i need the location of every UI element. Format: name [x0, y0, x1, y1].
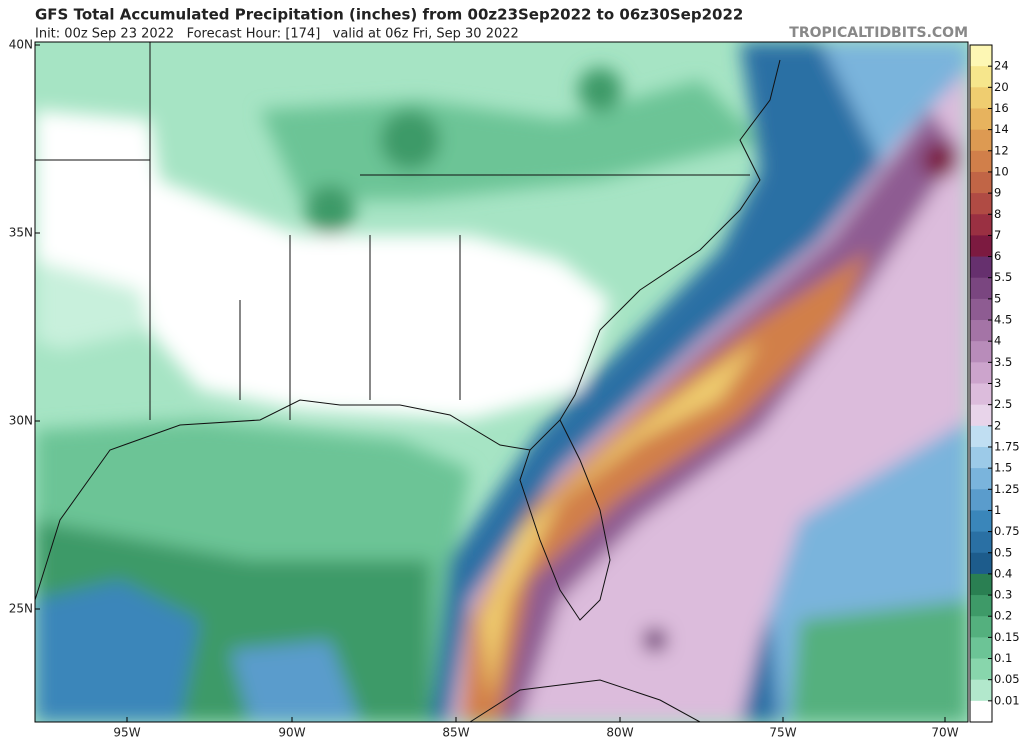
colorbar-label: 20 [994, 80, 1009, 94]
colorbar-label: 0.01 [994, 693, 1020, 707]
colorbar-label: 5 [994, 291, 1001, 305]
title: GFS Total Accumulated Precipitation (inc… [35, 6, 743, 24]
lon-label: 80W [606, 726, 633, 740]
colorbar-label: 0.1 [994, 651, 1012, 665]
colorbar-label: 0.05 [994, 672, 1020, 686]
colorbar-swatch [970, 552, 992, 575]
colorbar-swatch [970, 256, 992, 279]
colorbar-label: 8 [994, 207, 1001, 221]
colorbar-swatch [970, 425, 992, 448]
colorbar-label: 2.5 [994, 397, 1012, 411]
colorbar-swatch [970, 679, 992, 702]
coastlines [35, 42, 781, 722]
subtitle: Init: 00z Sep 23 2022 Forecast Hour: [17… [35, 27, 519, 42]
lon-label: 95W [113, 726, 140, 740]
colorbar-label: 1 [994, 503, 1001, 517]
colorbar-label: 1.25 [994, 482, 1020, 496]
colorbar-label: 12 [994, 143, 1009, 157]
colorbar-label: 0.4 [994, 566, 1012, 580]
watermark: TROPICALTIDBITS.COM [789, 25, 968, 41]
lon-label: 90W [278, 726, 305, 740]
colorbar-swatch [970, 362, 992, 384]
colorbar-label: 0.2 [994, 609, 1012, 623]
colorbar-label: 4 [994, 334, 1001, 348]
colorbar-swatch [970, 214, 992, 236]
colorbar-swatch [970, 658, 992, 681]
colorbar-label: 16 [994, 101, 1009, 115]
colorbar-swatch [970, 87, 992, 109]
colorbar-label: 4.5 [994, 313, 1012, 327]
lat-label: 30N [9, 414, 33, 428]
colorbar-swatch [970, 383, 992, 406]
lat-label: 35N [9, 226, 33, 240]
colorbar-swatch [970, 129, 992, 152]
colorbar-swatch [970, 573, 992, 596]
colorbar-swatch [970, 320, 992, 342]
colorbar-swatch [970, 66, 992, 88]
colorbar-label: 2 [994, 418, 1001, 432]
map [35, 42, 968, 722]
colorbar-swatch [970, 235, 992, 258]
colorbar-swatch [970, 404, 992, 427]
precip-field [35, 42, 968, 722]
colorbar: 24 20 16 14 12 10 9 8 7 6 5.5 5 4.5 4 3.5 3 2.5 2 1.75 1.5 1… [969, 44, 1020, 723]
colorbar-swatch [970, 510, 992, 533]
colorbar-label: 14 [994, 122, 1009, 136]
lat-label: 25N [9, 602, 33, 616]
colorbar-label: 1.75 [994, 439, 1020, 453]
lat-label: 40N [9, 38, 33, 52]
map-frame [34, 41, 969, 723]
lon-label: 75W [769, 726, 796, 740]
lon-label: 85W [442, 726, 469, 740]
colorbar-label: 1.5 [994, 461, 1012, 475]
colorbar-swatch [970, 637, 992, 660]
colorbar-swatch [970, 531, 992, 554]
colorbar-label: 9 [994, 186, 1001, 200]
colorbar-swatch [970, 45, 992, 67]
colorbar-label: 0.75 [994, 524, 1020, 538]
colorbar-swatch [970, 277, 992, 300]
colorbar-label: 7 [994, 228, 1001, 242]
colorbar-swatch [970, 489, 992, 511]
colorbar-swatch [970, 341, 992, 363]
colorbar-swatch [970, 700, 992, 723]
colorbar-swatch [970, 298, 992, 321]
colorbar-label: 10 [994, 164, 1009, 178]
colorbar-label: 0.3 [994, 588, 1012, 602]
colorbar-label: 5.5 [994, 270, 1012, 284]
lon-label: 70W [931, 726, 958, 740]
colorbar-swatch [970, 616, 992, 638]
colorbar-swatch [970, 108, 992, 131]
colorbar-label: 24 [994, 59, 1009, 73]
colorbar-swatch [970, 171, 992, 194]
colorbar-swatch [970, 150, 992, 173]
colorbar-label: 6 [994, 249, 1001, 263]
colorbar-swatch [970, 595, 992, 617]
colorbar-swatch [970, 193, 992, 215]
colorbar-label: 0.5 [994, 545, 1012, 559]
colorbar-swatch [970, 468, 992, 490]
axis-labels: 40N 35N 30N 25N 95W 90W 85W 80W 75W 70W [9, 38, 959, 740]
colorbar-swatch [970, 446, 992, 469]
colorbar-label: 0.15 [994, 630, 1020, 644]
colorbar-label: 3 [994, 376, 1001, 390]
colorbar-label: 3.5 [994, 355, 1012, 369]
